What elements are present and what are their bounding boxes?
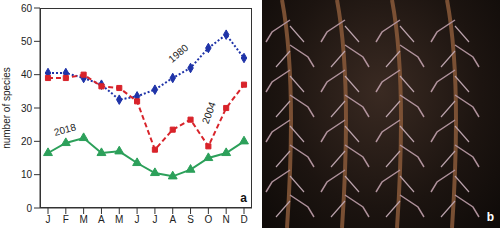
- svg-text:A: A: [169, 214, 176, 225]
- svg-text:M: M: [115, 214, 123, 225]
- svg-text:40: 40: [21, 69, 33, 80]
- svg-text:number of species: number of species: [8, 67, 12, 149]
- svg-text:S: S: [187, 214, 194, 225]
- svg-text:2004: 2004: [200, 100, 218, 125]
- svg-text:J: J: [152, 214, 157, 225]
- svg-text:2018: 2018: [53, 121, 78, 137]
- svg-text:20: 20: [21, 136, 33, 147]
- html-text:a: a: [240, 191, 247, 205]
- svg-text:30: 30: [21, 103, 33, 114]
- svg-text:N: N: [223, 214, 230, 225]
- svg-text:J: J: [135, 214, 140, 225]
- svg-text:O: O: [204, 214, 212, 225]
- svg-text:F: F: [63, 214, 69, 225]
- svg-text:M: M: [79, 214, 87, 225]
- svg-text:D: D: [240, 214, 247, 225]
- html-text:b: b: [486, 210, 494, 224]
- svg-text:J: J: [46, 214, 51, 225]
- svg-text:60: 60: [21, 3, 33, 14]
- svg-text:A: A: [98, 214, 105, 225]
- svg-text:10: 10: [21, 169, 33, 180]
- svg-text:0: 0: [26, 203, 32, 214]
- svg-text:1980: 1980: [166, 42, 190, 65]
- svg-text:50: 50: [21, 36, 33, 47]
